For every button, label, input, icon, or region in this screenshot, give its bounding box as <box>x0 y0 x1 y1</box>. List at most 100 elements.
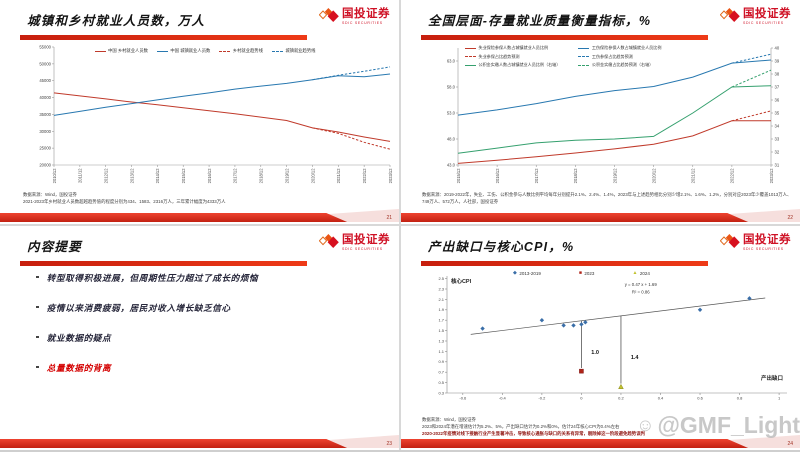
svg-text:1.9: 1.9 <box>438 307 444 312</box>
svg-text:2023/12: 2023/12 <box>769 168 774 184</box>
legend-label: 公积金实缴人数占城镇就业人员比例（右轴） <box>478 62 561 67</box>
svg-text:2.1: 2.1 <box>438 297 444 302</box>
legend-item: 城镇就业趋势线 <box>271 48 315 54</box>
legend-label: 中国 乡村就业人员数 <box>108 48 148 53</box>
legend-item: 失业保险参保人数占城镇就业人员比例 <box>465 45 560 51</box>
quality-line-chart: 43.0 48.0 53.0 58.0 63.0 31 32 33 34 35 36 37 38 39 40… <box>447 46 780 184</box>
svg-text:1: 1 <box>778 396 781 401</box>
page-number: 22 <box>787 215 793 221</box>
legend-label: 公积金实缴占比趋势预测（右轴） <box>591 62 654 67</box>
svg-text:2022/12: 2022/12 <box>362 168 367 184</box>
bullet-dot-icon <box>36 335 39 339</box>
svg-text:1.1: 1.1 <box>438 349 444 354</box>
note-detail: 2021-2023年乡村就业人员数超越趋势值的程度分别为434、1583、231… <box>23 199 226 205</box>
sdic-diamonds-icon <box>318 7 339 27</box>
dashed-line-legend-swatch <box>465 56 476 57</box>
dashed-line-legend-swatch <box>271 50 283 52</box>
output-gap-scatter-chart: 0.3 0.5 0.7 0.9 1.1 1.3 1.5 1.7 1.9 2.1 2.3 2.5 -0.6… <box>438 276 787 401</box>
legend-label: 乡村就业趋势线 <box>232 48 263 53</box>
svg-text:0: 0 <box>580 396 583 401</box>
svg-text:2020/12: 2020/12 <box>651 168 656 184</box>
svg-text:2018/12: 2018/12 <box>573 168 578 184</box>
watermark: ☺ @GMF_Light <box>636 412 800 439</box>
svg-text:2.3: 2.3 <box>438 286 444 291</box>
svg-text:2019/12: 2019/12 <box>612 168 617 184</box>
chart-legend: 失业保险参保人数占城镇就业人员比例 工伤保险参保人数占城镇就业人员比例失业参保占比… <box>465 45 661 68</box>
legend-label: 失业参保占比趋势预测 <box>478 53 520 59</box>
sdic-logo: 国投证券 SDIC SECURITIES <box>318 7 390 27</box>
svg-text:37: 37 <box>775 85 780 90</box>
sdic-logo: 国投证券 SDIC SECURITIES <box>719 7 791 27</box>
title-underline-bar <box>20 261 307 266</box>
legend-item: 工伤参保占比趋势预测 <box>578 54 661 60</box>
legend-item: 工伤保险参保人数占城镇就业人员比例 <box>578 45 661 51</box>
square-legend-swatch: ■ <box>578 270 582 276</box>
slide-employment: 城镇和乡村就业人员数，万人 国投证券 SDIC SECURITIES 中国 乡村… <box>0 0 399 224</box>
logo-text: 国投证券 SDIC SECURITIES <box>342 7 390 25</box>
slide-title: 产出缺口与核心CPI，% <box>428 240 575 254</box>
svg-text:-0.2: -0.2 <box>538 396 546 401</box>
triangle-legend-swatch: ▲ <box>632 270 638 276</box>
bullet-list: 转型取得积极进展，但周期性压力超过了成长的烦恼 疫情以来消费疲弱，居民对收入增长缺… <box>36 272 258 374</box>
chart-notes: 数据来源：Wind，国投证券 2021-2023年乡村就业人员数超越趋势值的程度… <box>23 191 385 205</box>
bullet-dot-icon <box>36 305 39 309</box>
solid-line-legend-swatch <box>94 50 106 52</box>
svg-text:2016/12: 2016/12 <box>207 168 212 184</box>
bullet-dot-icon <box>36 365 39 369</box>
logo-text: 国投证券 SDIC SECURITIES <box>743 7 791 25</box>
svg-text:R² = 0.86: R² = 0.86 <box>632 290 650 295</box>
legend-item: 公积金实缴人数占城镇就业人员比例（右轴） <box>465 62 560 68</box>
watermark-text: @GMF_Light <box>657 412 800 438</box>
title-underline-bar <box>20 35 307 40</box>
legend-label: 2013-2019 <box>519 271 541 276</box>
legend-label: 工伤参保占比趋势预测 <box>591 53 633 59</box>
svg-text:48.0: 48.0 <box>447 137 456 142</box>
bullet-item: 疫情以来消费疲弱，居民对收入增长缺乏信心 <box>36 302 258 314</box>
svg-text:2020/12: 2020/12 <box>310 168 315 184</box>
legend-label: 2024 <box>639 271 650 276</box>
logo-text: 国投证券 SDIC SECURITIES <box>342 233 390 251</box>
dashed-line-legend-swatch <box>578 64 590 66</box>
svg-text:0.4: 0.4 <box>658 396 664 401</box>
page-number: 24 <box>787 441 793 447</box>
legend-item: ■ 2023 <box>578 270 595 277</box>
dashed-line-legend-swatch <box>578 56 590 57</box>
bullet-item: 转型取得积极进展，但周期性压力超过了成长的烦恼 <box>36 272 258 284</box>
legend-label: 2023 <box>584 271 595 276</box>
sdic-diamonds-icon <box>318 233 339 253</box>
diamond-legend-swatch: ◆ <box>513 270 517 276</box>
smiley-face-icon: ☺ <box>636 415 655 435</box>
svg-text:53.0: 53.0 <box>447 111 456 116</box>
sdic-logo: 国投证券 SDIC SECURITIES <box>318 233 390 253</box>
chart-notes: 数据来源：Wind，国投证券 2023和2024年潜在增速估计为5.2%、5%，… <box>422 416 794 437</box>
chart-legend: 中国 乡村就业人员数 中国 城镇就业人员数 乡村就业趋势线 城镇就业趋势线 <box>30 48 380 54</box>
svg-text:2014/12: 2014/12 <box>155 168 160 184</box>
svg-text:32: 32 <box>775 150 780 155</box>
legend-label: 失业保险参保人数占城镇就业人员比例 <box>478 45 549 50</box>
svg-text:1.7: 1.7 <box>438 318 444 323</box>
svg-text:2022/12: 2022/12 <box>730 168 735 184</box>
svg-text:20000: 20000 <box>39 163 51 168</box>
svg-text:2011/12: 2011/12 <box>78 168 83 183</box>
svg-text:0.7: 0.7 <box>438 370 444 375</box>
legend-label: 工伤保险参保人数占城镇就业人员比例 <box>591 45 662 50</box>
slide-footer: 24 <box>401 434 800 450</box>
svg-text:2012/12: 2012/12 <box>103 168 108 184</box>
svg-text:0.9: 0.9 <box>438 359 444 364</box>
svg-text:0.6: 0.6 <box>697 396 703 401</box>
slide-summary: 内容提要 国投证券 SDIC SECURITIES 转型取得积极进展，但周期性压… <box>0 226 399 450</box>
svg-text:2013/12: 2013/12 <box>129 168 134 184</box>
svg-text:50000: 50000 <box>39 61 51 66</box>
svg-text:0.2: 0.2 <box>618 396 624 401</box>
legend-label: 中国 城镇就业人员数 <box>170 48 211 53</box>
bullet-text: 就业数据的疑点 <box>46 333 112 343</box>
svg-text:45000: 45000 <box>39 78 51 83</box>
sdic-diamonds-icon <box>719 7 740 27</box>
solid-line-legend-swatch <box>465 64 476 66</box>
footer-red-bar <box>401 213 749 222</box>
legend-item: 公积金实缴占比趋势预测（右轴） <box>578 62 661 68</box>
note-highlight: 2020-2022年疫情对线下接触行业产生显著冲击，导致核心通胀与缺口的关系有异… <box>422 431 645 437</box>
svg-text:55000: 55000 <box>39 45 51 50</box>
slide-quality: 全国层面-存量就业质量衡量指标，% 国投证券 SDIC SECURITIES 失… <box>401 0 800 224</box>
